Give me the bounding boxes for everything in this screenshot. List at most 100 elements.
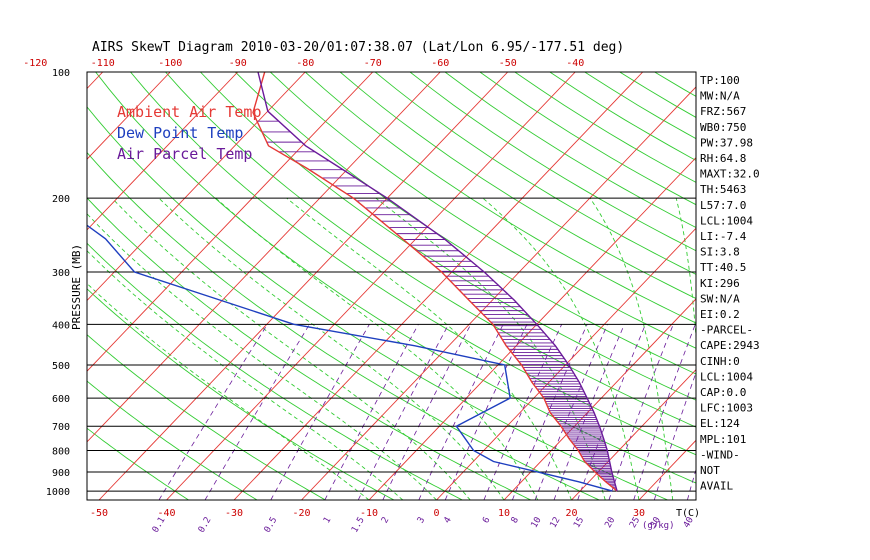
dry-adiabat	[479, 72, 696, 206]
top-temp-tick-label: -100	[158, 58, 182, 69]
isotherm	[436, 227, 696, 500]
dry-adiabat	[654, 72, 696, 97]
side-panel-item: LCL:1004	[700, 214, 753, 227]
mixing-ratio-label: 2	[380, 516, 391, 526]
pressure-tick-label: 900	[52, 468, 70, 479]
mixing-ratio-line	[158, 324, 268, 500]
bottom-temp-tick-label: -50	[90, 508, 108, 519]
side-panel-item: LI:-7.4	[700, 230, 747, 243]
side-panel-item: KI:296	[700, 277, 740, 290]
series-layer	[87, 72, 618, 492]
side-panel-item: MPL:101	[700, 433, 746, 446]
top-temp-tick-label: -70	[364, 58, 382, 69]
bottom-temp-tick-label: 10	[498, 508, 510, 519]
isotherm	[87, 72, 441, 443]
mixing-ratio-line	[608, 324, 674, 500]
side-panel-item: LCL:1004	[700, 370, 753, 383]
legend-ambient: Ambient Air Temp	[117, 103, 262, 121]
mixing-ratio-line	[270, 324, 370, 500]
bottom-temp-tick-label: 30	[633, 508, 645, 519]
mixing-ratio-label: 10	[530, 516, 544, 530]
isotherm	[774, 72, 870, 500]
moist-adiabat	[87, 282, 370, 500]
side-panel-item: AVAIL	[700, 480, 733, 493]
side-panel-item: TT:40.5	[700, 261, 746, 274]
dry-adiabat	[165, 72, 696, 428]
dry-adiabat	[87, 151, 600, 500]
dry-adiabat	[87, 427, 189, 500]
moist-adiabat	[375, 197, 606, 500]
bottom-temp-tick-label: 0	[433, 508, 439, 519]
legend: Ambient Air Temp Dew Point Temp Air Parc…	[117, 103, 262, 163]
top-temp-tick-label: -60	[431, 58, 449, 69]
dry-adiabat	[409, 72, 696, 252]
side-panel-item: FRZ:567	[700, 105, 746, 118]
pressure-tick-label: 700	[52, 422, 70, 433]
pressure-tick-label: 800	[52, 447, 70, 458]
plot-frame	[86, 71, 697, 501]
y-axis-label: PRESSURE (MB)	[70, 244, 83, 330]
grid-layer	[0, 72, 870, 500]
isotherm	[98, 72, 509, 500]
side-panel-item: EI:0.2	[700, 308, 740, 321]
isotherm	[87, 72, 374, 372]
top-temp-tick-label: -40	[566, 58, 584, 69]
side-panel-item: SI:3.8	[700, 246, 740, 259]
side-panel-item: WB0:750	[700, 121, 746, 134]
side-panel-item: CINH:0	[700, 355, 740, 368]
dry-adiabat	[87, 197, 532, 500]
side-panel-item: -WIND-	[700, 448, 740, 461]
side-panel-item: CAP:0.0	[700, 386, 746, 399]
mixing-ratio-line	[512, 324, 588, 500]
dry-adiabat	[200, 72, 696, 401]
bottom-temp-tick-label: -20	[292, 508, 310, 519]
side-panel-item: MW:N/A	[700, 90, 740, 103]
mixing-ratio-line	[577, 324, 646, 500]
side-panel-item: PW:37.98	[700, 136, 753, 149]
isotherm	[638, 439, 696, 500]
side-panel-item: SW:N/A	[700, 292, 740, 305]
isotherm	[571, 368, 696, 500]
pressure-tick-label: 500	[52, 361, 70, 372]
mixing-ratio-label: 1	[322, 516, 333, 526]
isotherm	[842, 72, 870, 500]
pressure-tick-label: 300	[52, 268, 70, 279]
isotherm	[87, 72, 306, 302]
side-panel-item: LFC:1003	[700, 402, 753, 415]
isotherm	[0, 72, 35, 500]
isotherm	[166, 72, 576, 500]
pressure-tick-label: 100	[52, 68, 70, 79]
side-panel-item: L57:7.0	[700, 199, 746, 212]
mixing-ratio-line	[357, 324, 449, 500]
top-temp-tick-label: -80	[296, 58, 314, 69]
ambient-temp-curve	[252, 72, 618, 492]
moist-adiabat	[286, 197, 572, 500]
top-temp-tick-label: -120	[23, 58, 47, 69]
mixing-ratio-label: 4	[442, 516, 453, 526]
dry-adiabat	[304, 72, 696, 324]
dry-adiabat	[234, 72, 696, 375]
mixing-ratio-line	[633, 324, 696, 500]
side-panel-item: MAXT:32.0	[700, 168, 760, 181]
dry-adiabat	[130, 72, 696, 456]
side-panel-item: EL:124	[700, 417, 740, 430]
mixing-ratio-label: 0.5	[263, 516, 280, 535]
mixing-ratio-line	[418, 324, 504, 500]
mixing-ratio-line	[687, 468, 696, 500]
parcel-curve	[257, 72, 618, 492]
pressure-tick-label: 400	[52, 320, 70, 331]
side-panel-item: RH:64.8	[700, 152, 746, 165]
dry-adiabat	[374, 72, 696, 275]
side-panel-item: TH:5463	[700, 183, 746, 196]
bottom-temp-tick-label: 20	[565, 508, 577, 519]
mixing-ratio-label: 20	[603, 516, 617, 530]
bottom-temp-tick-label: -40	[157, 508, 175, 519]
bottom-temp-tick-label: -30	[225, 508, 243, 519]
mixing-ratio-unit: (g/kg)	[642, 521, 675, 531]
mixing-ratio-line	[204, 324, 310, 500]
moist-adiabat	[482, 197, 640, 500]
isotherm	[87, 72, 239, 231]
isotherm	[503, 298, 696, 500]
mixing-ratio-label: 30	[649, 516, 663, 530]
